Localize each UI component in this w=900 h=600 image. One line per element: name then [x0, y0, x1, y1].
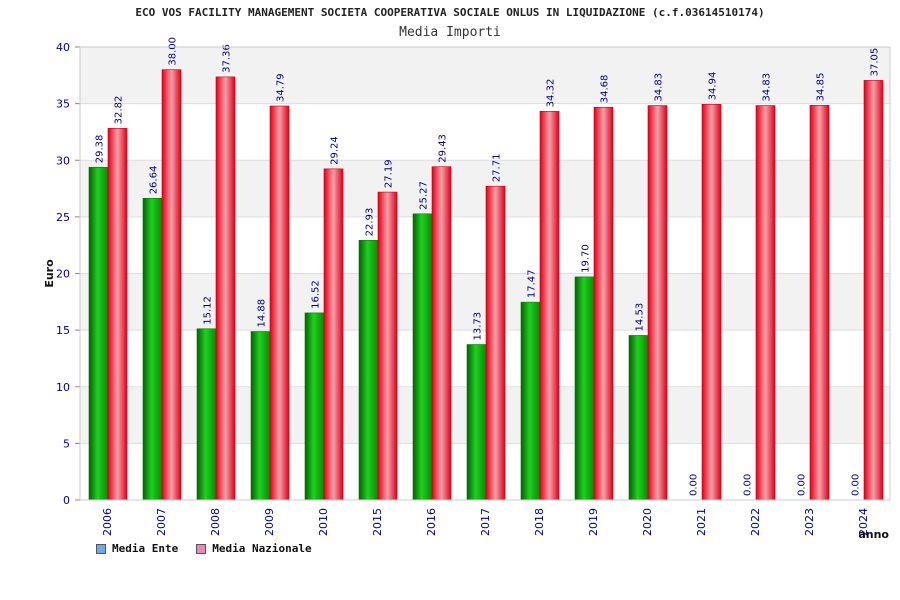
data-label-ente: 0.00: [851, 474, 862, 496]
bar-media-nazionale: [161, 69, 182, 501]
bar-media-ente: [574, 276, 595, 501]
y-tick-label: 5: [63, 437, 70, 450]
x-axis-title: anno: [858, 528, 889, 541]
data-label-nazionale: 29.43: [438, 134, 449, 163]
bar-media-nazionale: [377, 191, 398, 501]
data-label-ente: 29.38: [95, 135, 106, 164]
y-tick-label: 20: [56, 268, 70, 281]
bar-media-ente: [466, 344, 487, 501]
x-tick-label: 2022: [749, 508, 762, 536]
x-tick-label: 2009: [263, 508, 276, 536]
bar-media-ente: [142, 198, 163, 501]
data-label-ente: 15.12: [203, 296, 214, 325]
data-label-nazionale: 27.71: [492, 154, 503, 183]
bar-media-nazionale: [485, 185, 506, 501]
legend-swatch-ente: [96, 543, 106, 554]
data-label-ente: 25.27: [419, 181, 430, 210]
data-label-nazionale: 34.32: [546, 79, 557, 108]
bar-media-nazionale: [755, 105, 776, 501]
data-label-ente: 26.64: [149, 166, 160, 195]
x-tick-label: 2008: [209, 508, 222, 536]
plot-border: [79, 46, 891, 501]
chart-subtitle: Media Importi: [399, 25, 501, 40]
bar-media-ente: [628, 335, 649, 501]
data-label-nazionale: 34.94: [708, 72, 719, 101]
bar-media-ente: [88, 166, 109, 501]
data-label-nazionale: 32.82: [114, 96, 125, 125]
data-label-nazionale: 34.79: [276, 73, 287, 102]
y-tick-label: 0: [63, 494, 70, 507]
x-tick-label: 2007: [155, 508, 168, 536]
x-tick-label: 2017: [479, 508, 492, 536]
bar-media-nazionale: [863, 80, 884, 501]
legend-item-ente: Media Ente: [96, 542, 178, 555]
x-tick-label: 2010: [317, 508, 330, 536]
bar-media-nazionale: [647, 105, 668, 501]
data-label-ente: 0.00: [797, 474, 808, 496]
x-tick-label: 2023: [803, 508, 816, 536]
grid-band: [80, 47, 890, 104]
bar-media-nazionale: [269, 105, 290, 501]
x-tick-label: 2006: [101, 508, 114, 536]
data-label-nazionale: 37.36: [222, 44, 233, 73]
data-label-nazionale: 29.24: [330, 136, 341, 165]
x-tick-label: 2021: [695, 508, 708, 536]
legend-label-nazionale: Media Nazionale: [212, 542, 312, 555]
bar-media-nazionale: [215, 76, 236, 501]
y-tick-label: 35: [56, 98, 70, 111]
data-label-nazionale: 37.05: [870, 48, 881, 77]
y-tick-label: 15: [56, 324, 70, 337]
legend-swatch-nazionale: [196, 543, 207, 554]
data-label-nazionale: 34.68: [600, 75, 611, 104]
bar-media-nazionale: [323, 168, 344, 501]
y-tick-label: 10: [56, 381, 70, 394]
bar-media-nazionale: [107, 128, 128, 501]
bar-media-ente: [304, 312, 325, 501]
data-label-nazionale: 27.19: [384, 159, 395, 188]
data-label-ente: 0.00: [689, 474, 700, 496]
bar-media-ente: [250, 331, 271, 501]
data-label-ente: 14.53: [635, 303, 646, 332]
legend-label-ente: Media Ente: [112, 542, 179, 555]
x-tick-label: 2024: [857, 508, 870, 536]
x-tick-label: 2015: [371, 508, 384, 536]
chart-title: ECO VOS FACILITY MANAGEMENT SOCIETA COOP…: [135, 6, 765, 19]
bar-media-ente: [196, 328, 217, 501]
y-axis-title: Euro: [43, 259, 56, 288]
data-label-ente: 22.93: [365, 208, 376, 237]
bar-media-nazionale: [809, 105, 830, 501]
x-tick-label: 2016: [425, 508, 438, 536]
bar-media-ente: [520, 301, 541, 501]
x-tick-label: 2019: [587, 508, 600, 536]
bar-media-ente: [412, 213, 433, 501]
data-label-ente: 19.70: [581, 244, 592, 273]
y-tick-label: 25: [56, 211, 70, 224]
data-label-nazionale: 34.85: [816, 73, 827, 102]
data-label-ente: 13.73: [473, 312, 484, 341]
data-label-ente: 17.47: [527, 270, 538, 299]
data-label-ente: 0.00: [743, 474, 754, 496]
bar-media-nazionale: [701, 104, 722, 501]
chart-legend: Media Ente Media Nazionale: [96, 542, 312, 555]
grid-band: [80, 273, 890, 331]
data-label-ente: 16.52: [311, 280, 322, 309]
bar-media-ente: [358, 240, 379, 501]
x-tick-label: 2020: [641, 508, 654, 536]
data-label-nazionale: 34.83: [762, 73, 773, 102]
data-label-nazionale: 34.83: [654, 73, 665, 102]
data-label-nazionale: 38.00: [168, 37, 179, 66]
bar-media-nazionale: [431, 166, 452, 501]
bar-media-nazionale: [539, 111, 560, 501]
grid-band: [80, 160, 890, 217]
legend-item-nazionale: Media Nazionale: [196, 542, 312, 555]
data-label-ente: 14.88: [257, 299, 268, 328]
bar-media-nazionale: [593, 106, 614, 501]
y-tick-label: 30: [56, 154, 70, 167]
x-tick-label: 2018: [533, 508, 546, 536]
y-tick-label: 40: [56, 41, 70, 54]
